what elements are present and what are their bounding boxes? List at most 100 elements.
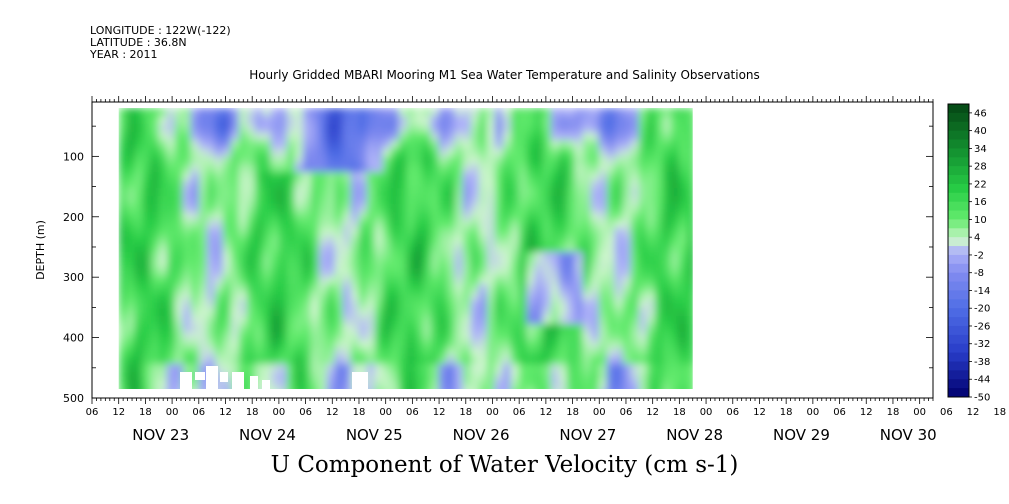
- colorbar-label: 28: [974, 162, 987, 173]
- x-date-label: NOV 26: [453, 426, 510, 444]
- x-hour-tick-label: 06: [833, 407, 846, 418]
- colorbar-label: -32: [974, 339, 990, 350]
- colorbar-swatch: [948, 352, 969, 362]
- year-label: YEAR : 2011: [90, 48, 158, 61]
- y-tick-label: 300: [63, 271, 84, 284]
- x-hour-tick-label: 12: [753, 407, 766, 418]
- x-hour-tick-label: 18: [780, 407, 793, 418]
- colorbar-swatch: [948, 299, 969, 309]
- y-tick-label: 200: [63, 211, 84, 224]
- x-hour-tick-label: 12: [433, 407, 446, 418]
- x-hour-tick-label: 12: [967, 407, 980, 418]
- x-hour-tick-label: 00: [593, 407, 606, 418]
- colorbar-label: -50: [974, 393, 990, 404]
- colorbar-swatch: [948, 148, 969, 158]
- y-tick-label: 100: [63, 150, 84, 163]
- x-date-label: NOV 25: [346, 426, 403, 444]
- colorbar-swatch: [948, 272, 969, 283]
- x-hour-tick-label: 18: [246, 407, 259, 418]
- longitude-label: LONGITUDE : 122W(-122): [90, 24, 231, 37]
- x-hour-tick-label: 06: [86, 407, 99, 418]
- colorbar-swatch: [948, 343, 969, 354]
- colorbar-label: -26: [974, 321, 990, 332]
- x-axis-title: U Component of Water Velocity (cm s-1): [270, 452, 739, 478]
- colorbar-label: -44: [974, 375, 990, 386]
- x-hour-tick-label: 00: [913, 407, 926, 418]
- y-axis-title: DEPTH (m): [34, 220, 47, 280]
- x-hour-tick-label: 06: [513, 407, 526, 418]
- x-hour-tick-label: 00: [166, 407, 179, 418]
- colorbar-label: 34: [974, 144, 987, 155]
- colorbar-swatch: [948, 325, 969, 336]
- colorbar-swatch: [948, 379, 969, 389]
- colorbar-label: 22: [974, 179, 987, 190]
- x-hour-tick-label: 12: [540, 407, 553, 418]
- colorbar-swatch: [948, 290, 969, 300]
- x-hour-tick-label: 12: [646, 407, 659, 418]
- colorbar-swatch: [948, 388, 969, 398]
- x-hour-tick-label: 18: [566, 407, 579, 418]
- colorbar-swatch: [948, 139, 969, 149]
- colorbar-swatch: [948, 317, 969, 327]
- chart-title: Hourly Gridded MBARI Mooring M1 Sea Wate…: [249, 68, 760, 82]
- colorbar-swatch: [948, 104, 969, 114]
- colorbar-swatch: [948, 192, 969, 203]
- y-tick-label: 400: [63, 332, 84, 345]
- colorbar-swatch: [948, 237, 969, 247]
- x-hour-tick-label: 18: [993, 407, 1006, 418]
- x-hour-tick-label: 06: [726, 407, 739, 418]
- x-hour-tick-label: 18: [139, 407, 152, 418]
- colorbar-swatch: [948, 334, 969, 345]
- plot-frame: [91, 101, 934, 399]
- latitude-label: LATITUDE : 36.8N: [90, 36, 187, 49]
- colorbar-label: -38: [974, 357, 990, 368]
- x-hour-tick-label: 00: [486, 407, 499, 418]
- colorbar-swatch: [948, 157, 969, 167]
- colorbar-swatch: [948, 166, 969, 176]
- colorbar-label: 10: [974, 215, 987, 226]
- colorbar-swatch: [948, 361, 969, 371]
- x-hour-tick-label: 12: [326, 407, 339, 418]
- x-hour-tick-label: 12: [112, 407, 125, 418]
- colorbar-label: 4: [974, 233, 980, 244]
- colorbar-label: 46: [974, 108, 987, 119]
- colorbar-swatch: [948, 219, 969, 229]
- colorbar-label: 16: [974, 197, 987, 208]
- x-hour-tick-label: 00: [273, 407, 286, 418]
- colorbar-swatch: [948, 246, 969, 256]
- y-tick-label: 500: [63, 392, 84, 405]
- x-date-label: NOV 30: [880, 426, 937, 444]
- colorbar-label: 40: [974, 126, 987, 137]
- x-hour-tick-label: 00: [379, 407, 392, 418]
- x-hour-tick-label: 18: [887, 407, 900, 418]
- x-date-label: NOV 27: [559, 426, 616, 444]
- colorbar-swatch: [948, 263, 969, 274]
- colorbar-swatch: [948, 175, 969, 185]
- x-hour-tick-label: 06: [620, 407, 633, 418]
- colorbar-swatch: [948, 130, 969, 141]
- chart: 06 12 18 00 06 12 18 00 06 12 18 00 06 12 18 00 06 12 18 00…: [34, 96, 1006, 444]
- colorbar-label: -14: [974, 286, 990, 297]
- heatmap-field: [118, 108, 693, 389]
- x-hour-tick-label: 00: [806, 407, 819, 418]
- x-hour-tick-label: 18: [353, 407, 366, 418]
- x-hour-tick-label: 00: [700, 407, 713, 418]
- x-date-label: NOV 24: [239, 426, 296, 444]
- x-hour-tick-label: 06: [299, 407, 312, 418]
- colorbar-swatch: [948, 121, 969, 132]
- x-hour-tick-label: 12: [219, 407, 232, 418]
- colorbar-label: -2: [974, 250, 984, 261]
- x-date-label: NOV 29: [773, 426, 830, 444]
- colorbar-swatch: [948, 308, 969, 318]
- colorbar-swatch: [948, 112, 969, 123]
- colorbar-swatch: [948, 201, 969, 212]
- colorbar-swatch: [948, 281, 969, 291]
- colorbar-swatch: [948, 183, 969, 194]
- colorbar-swatch: [948, 228, 969, 238]
- colorbar-swatch: [948, 254, 969, 265]
- colorbar-swatch: [948, 370, 969, 380]
- colorbar-label: -20: [974, 304, 990, 315]
- colorbar-swatch: [948, 210, 969, 220]
- x-hour-tick-label: 18: [673, 407, 686, 418]
- x-date-label: NOV 23: [132, 426, 189, 444]
